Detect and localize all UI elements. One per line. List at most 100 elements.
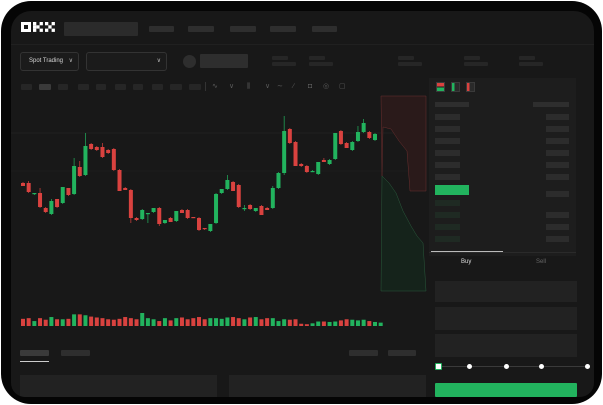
candle-body bbox=[253, 208, 258, 211]
volume-bar bbox=[168, 320, 173, 326]
slider-mark-50[interactable] bbox=[504, 364, 509, 369]
bid-price bbox=[435, 212, 460, 218]
orders-tab-2[interactable] bbox=[61, 350, 90, 356]
stat-value bbox=[519, 62, 543, 66]
candle-body bbox=[111, 149, 116, 170]
market-dropdown[interactable]: Spot Trading ∨ bbox=[20, 52, 79, 71]
timeframe-4[interactable] bbox=[78, 84, 89, 90]
volume-bar bbox=[185, 319, 190, 326]
candle-body bbox=[248, 205, 253, 209]
candle-style-icon[interactable]: ⫼ bbox=[247, 83, 251, 90]
timeframe-1[interactable] bbox=[21, 84, 32, 90]
slider-mark-100[interactable] bbox=[585, 364, 590, 369]
volume-bar bbox=[361, 319, 366, 326]
volume-bar bbox=[162, 318, 167, 326]
volume-bar bbox=[83, 315, 88, 326]
buy-button[interactable] bbox=[435, 383, 577, 397]
pair-dropdown[interactable]: ∨ bbox=[86, 52, 167, 71]
candlestick-chart[interactable] bbox=[11, 11, 594, 397]
camera-icon[interactable]: ◘ bbox=[308, 83, 313, 90]
volume-bar bbox=[117, 318, 122, 326]
nav-item-5[interactable] bbox=[312, 26, 337, 32]
volume-bar bbox=[270, 318, 275, 326]
volume-bar bbox=[151, 319, 156, 326]
indicator-icon[interactable]: ∿ bbox=[212, 83, 218, 90]
volume-bar bbox=[242, 319, 247, 326]
candle-body bbox=[265, 208, 270, 210]
volume-bar bbox=[21, 318, 25, 326]
candle-body bbox=[55, 199, 60, 207]
volume-bar bbox=[338, 320, 343, 326]
candle-body bbox=[367, 132, 372, 138]
chevron-down-icon[interactable]: ∨ bbox=[229, 83, 235, 90]
candle-body bbox=[299, 164, 304, 166]
candle-body bbox=[100, 147, 105, 157]
market-dropdown-label: Spot Trading bbox=[29, 58, 64, 64]
stat-label bbox=[464, 56, 480, 60]
timeframe-8[interactable] bbox=[152, 84, 163, 90]
nav-item-3[interactable] bbox=[230, 26, 256, 32]
volume-bar bbox=[123, 317, 128, 326]
bid-price bbox=[435, 200, 460, 206]
ask-amount bbox=[546, 150, 569, 156]
candle-body bbox=[231, 182, 236, 191]
candle-body bbox=[185, 210, 190, 218]
tab-sell[interactable]: Sell bbox=[536, 259, 547, 265]
candle-body bbox=[174, 211, 179, 221]
orders-tab-underline bbox=[20, 361, 49, 362]
line-icon[interactable]: ∼ bbox=[277, 83, 283, 90]
ask-price bbox=[435, 174, 460, 180]
timeframe-6[interactable] bbox=[115, 84, 126, 90]
slider-mark-25[interactable] bbox=[467, 364, 472, 369]
depth-asks-area bbox=[380, 95, 427, 192]
nav-item-4[interactable] bbox=[270, 26, 296, 32]
volume-bar bbox=[316, 321, 321, 326]
volume-bar bbox=[179, 317, 184, 326]
tab-buy[interactable]: Buy bbox=[461, 259, 472, 265]
volume-bar bbox=[32, 321, 37, 326]
volume-bar bbox=[293, 319, 298, 326]
timeframe-5[interactable] bbox=[96, 84, 106, 90]
volume-bar bbox=[72, 314, 77, 326]
amount-input[interactable] bbox=[435, 307, 577, 330]
fullscreen-icon[interactable]: ▢ bbox=[339, 83, 346, 90]
chevron-down-icon[interactable]: ∨ bbox=[265, 83, 271, 90]
timeframe-2[interactable] bbox=[39, 84, 51, 90]
slider-mark-75[interactable] bbox=[539, 364, 544, 369]
amount-slider-handle[interactable] bbox=[435, 363, 442, 370]
volume-bar bbox=[287, 319, 292, 326]
orders-action-1[interactable] bbox=[349, 350, 378, 356]
total-input[interactable] bbox=[435, 334, 577, 357]
candle-body bbox=[270, 188, 275, 208]
candle-body bbox=[350, 142, 355, 150]
orders-tab-1[interactable] bbox=[20, 350, 49, 356]
volume-bar bbox=[140, 313, 145, 326]
ruler-icon[interactable]: ∕ bbox=[293, 83, 295, 90]
stat-value bbox=[309, 62, 333, 66]
timeframe-3[interactable] bbox=[58, 84, 68, 90]
book-buy-icon[interactable] bbox=[451, 82, 460, 92]
book-sell-icon[interactable] bbox=[466, 82, 475, 92]
volume-bar bbox=[202, 319, 207, 326]
volume-bar bbox=[100, 318, 105, 326]
candle-body bbox=[77, 167, 82, 176]
timeframe-10[interactable] bbox=[189, 84, 201, 90]
candle-body bbox=[140, 210, 145, 219]
orders-action-2[interactable] bbox=[388, 350, 416, 356]
amount-slider-track[interactable] bbox=[439, 366, 590, 367]
volume-bar bbox=[327, 321, 332, 326]
timeframe-9[interactable] bbox=[170, 84, 182, 90]
timeframe-7[interactable] bbox=[133, 84, 143, 90]
candle-body bbox=[128, 190, 133, 218]
book-both-icon[interactable] bbox=[436, 82, 445, 92]
volume-bar bbox=[106, 319, 111, 326]
search-bar[interactable] bbox=[64, 22, 138, 36]
settings-icon[interactable]: ◎ bbox=[323, 83, 330, 90]
nav-item-1[interactable] bbox=[149, 26, 174, 32]
candle-body bbox=[316, 162, 321, 174]
volume-bar bbox=[231, 317, 236, 326]
price-input[interactable] bbox=[435, 281, 577, 302]
candle-body bbox=[38, 193, 43, 207]
nav-item-2[interactable] bbox=[188, 26, 214, 32]
